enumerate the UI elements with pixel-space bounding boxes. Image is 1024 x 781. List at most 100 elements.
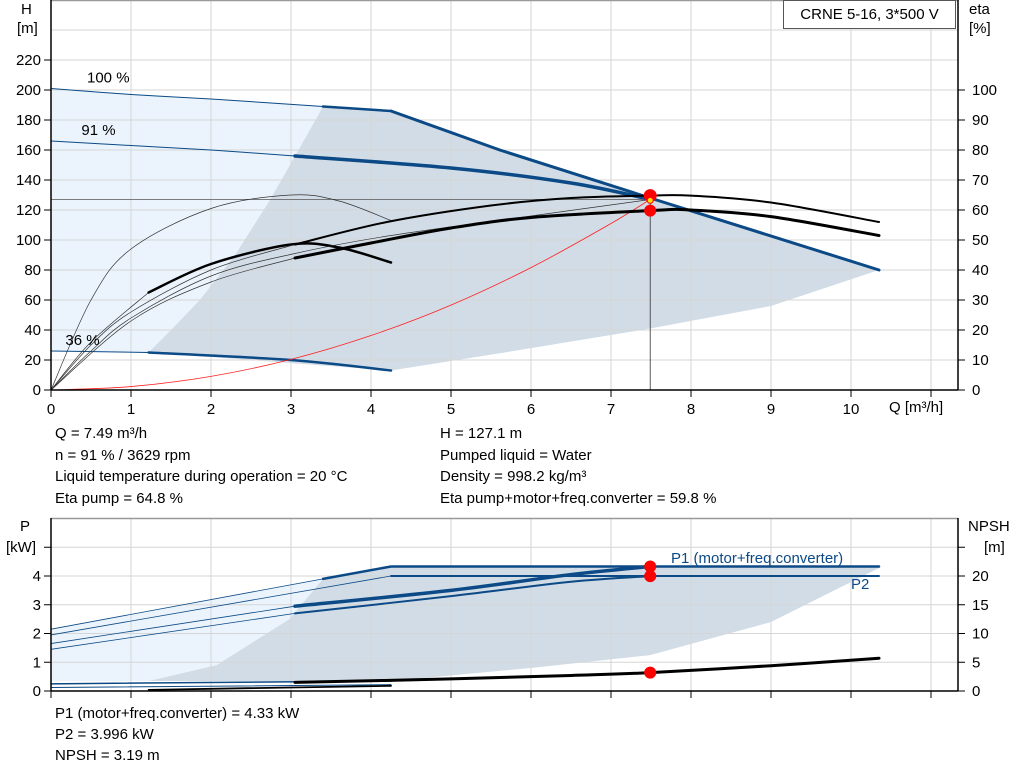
left-tick-label: 20: [24, 352, 41, 369]
curve-line: [294, 193, 880, 246]
x-tick-label: 9: [767, 401, 775, 418]
result-speed: n = 91 % / 3629 rpm: [55, 447, 191, 464]
curve-line: [147, 684, 392, 691]
duty-point-p1: [644, 560, 657, 573]
result-density: Density = 998.2 kg/m³: [440, 468, 587, 485]
curve-line: [50, 612, 296, 650]
x-tick-label: 8: [687, 401, 695, 418]
power-npsh-panel: 0 1 2 3 4 0 5 10 15 20 P1 (motor+freq.converter) P2: [33, 517, 989, 700]
right-tick-label: 90: [972, 112, 989, 129]
x-tick-label: 7: [607, 401, 615, 418]
left-tick-label: 1: [33, 654, 41, 671]
x-tick-label: 1: [127, 401, 135, 418]
right-tick-label: 70: [972, 172, 989, 189]
right-tick-label: 0: [972, 382, 980, 399]
head-efficiency-panel: 0204060801001201401601802002200102030405…: [16, 0, 997, 418]
curve-line: [50, 575, 392, 636]
right-tick-label: 20: [972, 322, 989, 339]
operating-range-dark-area: [148, 566, 880, 681]
left-tick-label: 0: [33, 683, 41, 700]
right-tick-label: 30: [972, 292, 989, 309]
duty-point-head: [646, 196, 654, 204]
left-tick-label: 140: [16, 172, 41, 189]
result-eta-total: Eta pump+motor+freq.converter = 59.8 %: [440, 490, 717, 507]
curve-line: [50, 198, 651, 391]
npsh-axis-label: NPSH: [968, 518, 1010, 535]
curve-line: [50, 605, 296, 644]
curve-line: [294, 575, 652, 615]
right-tick-label: 100: [972, 82, 997, 99]
x-tick-label: 6: [527, 401, 535, 418]
curve-line: [50, 292, 149, 391]
right-tick-label: 10: [972, 626, 989, 643]
eta-axis-label: eta: [969, 1, 990, 18]
result-temperature: Liquid temperature during operation = 20…: [55, 468, 348, 485]
left-tick-label: 180: [16, 112, 41, 129]
npsh-axis-unit: [m]: [984, 539, 1005, 556]
p-axis-label: P: [20, 518, 31, 535]
left-tick-label: 60: [24, 292, 41, 309]
x-tick-label: 4: [367, 401, 375, 418]
curve-line: [50, 684, 392, 689]
h-axis-label: H: [21, 1, 32, 18]
right-tick-label: 20: [972, 568, 989, 585]
series-label: P1 (motor+freq.converter): [671, 550, 843, 567]
right-tick-label: 5: [972, 654, 980, 671]
result-p2: P2 = 3.996 kW: [55, 726, 154, 743]
left-tick-label: 80: [24, 262, 41, 279]
curve-line: [389, 109, 881, 272]
h-axis-unit: [m]: [17, 20, 38, 37]
curve-line: [321, 565, 881, 581]
duty-point-eta-total: [644, 204, 657, 217]
result-p1: P1 (motor+freq.converter) = 4.33 kW: [55, 705, 300, 722]
result-liquid: Pumped liquid = Water: [440, 447, 592, 464]
x-tick-label: 3: [287, 401, 295, 418]
eta-axis-unit: [%]: [969, 20, 991, 37]
curve-line: [147, 242, 393, 294]
x-tick-label: 10: [843, 401, 860, 418]
operating-range-light-area: [51, 88, 323, 353]
curve-line: [50, 194, 392, 391]
right-tick-label: 15: [972, 597, 989, 614]
speed-label: 36 %: [65, 332, 99, 349]
right-tick-label: 80: [972, 142, 989, 159]
right-tick-label: 40: [972, 262, 989, 279]
duty-point-npsh: [644, 666, 657, 679]
curve-line: [50, 88, 324, 107]
duty-point-eta-pump: [643, 189, 657, 203]
right-tick-label: 50: [972, 232, 989, 249]
left-tick-label: 40: [24, 322, 41, 339]
curve-line: [50, 140, 296, 157]
curve-line: [293, 154, 652, 202]
left-tick-label: 160: [16, 142, 41, 159]
right-tick-label: 10: [972, 352, 989, 369]
left-tick-label: 100: [16, 232, 41, 249]
x-tick-label: 0: [47, 401, 55, 418]
left-tick-label: 120: [16, 202, 41, 219]
curve-line: [50, 257, 296, 391]
duty-point-p2: [644, 570, 657, 583]
x-tick-label: 5: [447, 401, 455, 418]
x-tick-label: 2: [207, 401, 215, 418]
curve-line: [293, 656, 881, 684]
curve-line: [50, 578, 324, 630]
curve-line: [147, 351, 393, 372]
right-tick-label: 60: [972, 202, 989, 219]
series-label: P2: [851, 576, 869, 593]
speed-label: 100 %: [87, 70, 130, 87]
left-tick-label: 200: [16, 82, 41, 99]
curve-line: [293, 207, 881, 260]
curve-line: [50, 244, 296, 391]
left-tick-label: 4: [33, 568, 41, 585]
p-axis-unit: [kW]: [6, 539, 36, 556]
left-tick-label: 2: [33, 626, 41, 643]
result-q: Q = 7.49 m³/h: [55, 425, 148, 442]
speed-label: 91 %: [81, 122, 115, 139]
curve-line: [321, 105, 393, 113]
result-npsh: NPSH = 3.19 m: [55, 747, 160, 764]
operating-range-dark-area: [148, 106, 880, 371]
left-tick-label: 0: [33, 382, 41, 399]
left-tick-label: 3: [33, 597, 41, 614]
left-tick-label: 220: [16, 52, 41, 69]
result-eta-pump: Eta pump = 64.8 %: [55, 490, 183, 507]
